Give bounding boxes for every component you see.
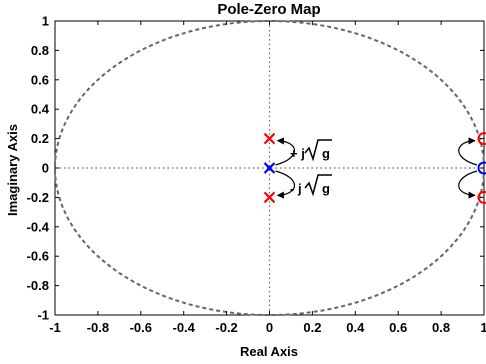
- y-tick-label: -1: [37, 308, 49, 323]
- x-tick-label: 0.6: [389, 320, 407, 335]
- x-axis-label: Real Axis: [240, 344, 298, 359]
- x-tick-label: 1: [480, 320, 486, 335]
- annotation-minus-sign: - j: [290, 181, 302, 196]
- chart-title: Pole-Zero Map: [217, 1, 320, 18]
- x-tick-label: 0.8: [432, 320, 450, 335]
- y-tick-label: 0.6: [31, 72, 49, 87]
- y-axis-label: Imaginary Axis: [5, 124, 20, 216]
- arrow-down-left: [275, 170, 295, 199]
- annotation-minus-sqrt-icon: [304, 174, 332, 197]
- x-tick-label: 0.2: [303, 320, 321, 335]
- arrow-up-right: [458, 137, 478, 166]
- y-tick-label: 0.8: [31, 43, 49, 58]
- y-tick-label: -0.4: [27, 219, 50, 234]
- x-tick-label: -0.8: [87, 320, 109, 335]
- y-tick-label: -0.2: [27, 190, 49, 205]
- pole-stroke: [263, 162, 276, 174]
- x-tick-label: -0.4: [172, 320, 195, 335]
- y-tick-label: 0.2: [31, 131, 49, 146]
- pole-stroke: [263, 132, 276, 145]
- pole-stroke: [263, 191, 276, 204]
- pole-marker: [263, 162, 276, 174]
- x-tick-label: 0: [266, 320, 273, 335]
- zero-marker: [477, 132, 486, 146]
- x-tick-label: -0.6: [130, 320, 152, 335]
- x-tick-label: -1: [49, 320, 61, 335]
- pole-marker: [263, 191, 276, 204]
- arrow-down-right: [458, 170, 478, 199]
- annotation-minus-radicand: g: [322, 181, 330, 196]
- pole-marker: [263, 132, 276, 145]
- y-tick-label: -0.8: [27, 278, 49, 293]
- zero-marker: [477, 161, 486, 175]
- annotation-plus-radicand: g: [322, 146, 330, 161]
- annotation-plus-sqrt-icon: [304, 139, 332, 162]
- y-tick-label: 0: [42, 161, 49, 176]
- x-tick-label: -0.2: [215, 320, 237, 335]
- y-tick-label: 1: [42, 14, 49, 29]
- annotation-plus-sign: + j: [290, 146, 305, 161]
- zero-marker: [477, 190, 486, 204]
- y-tick-label: -0.6: [27, 249, 49, 264]
- x-tick-label: 0.4: [346, 320, 365, 335]
- y-tick-label: 0.4: [31, 102, 50, 117]
- arrow-up-left: [275, 137, 295, 166]
